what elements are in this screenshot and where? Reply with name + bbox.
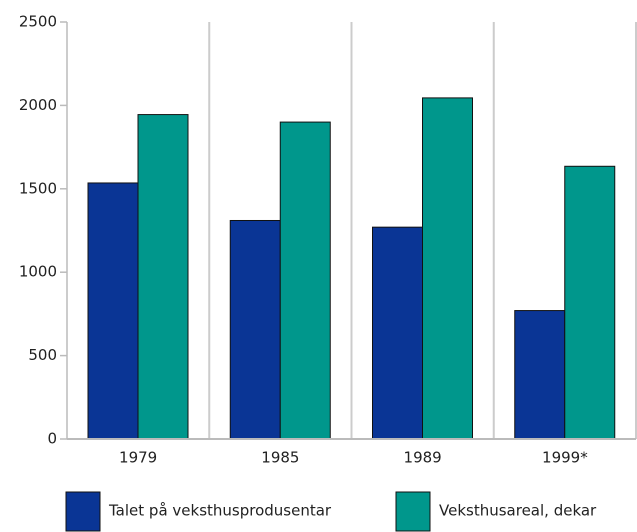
x-tick-label: 1999* bbox=[542, 449, 588, 467]
bar bbox=[229, 219, 281, 440]
x-tick-label: 1985 bbox=[261, 449, 299, 467]
legend-label: Talet på veksthusprodusentar bbox=[108, 502, 332, 520]
bar bbox=[514, 310, 566, 440]
bar bbox=[422, 97, 473, 440]
legend-swatch bbox=[65, 491, 101, 532]
bar bbox=[372, 226, 423, 440]
y-tick-label: 2500 bbox=[19, 13, 57, 31]
y-tick-label: 500 bbox=[28, 346, 57, 364]
x-tick-label: 1979 bbox=[119, 449, 157, 467]
x-tick-label: 1989 bbox=[404, 449, 442, 467]
y-tick-label: 0 bbox=[47, 430, 57, 448]
legend-label: Veksthusareal, dekar bbox=[439, 502, 597, 520]
legend-swatch bbox=[395, 491, 431, 532]
bar bbox=[137, 114, 189, 440]
y-tick-label: 1000 bbox=[19, 263, 57, 281]
y-tick-label: 1500 bbox=[19, 179, 57, 197]
bar bbox=[564, 165, 616, 440]
y-tick-label: 2000 bbox=[19, 96, 57, 114]
bar bbox=[279, 121, 331, 440]
bar bbox=[87, 182, 139, 440]
